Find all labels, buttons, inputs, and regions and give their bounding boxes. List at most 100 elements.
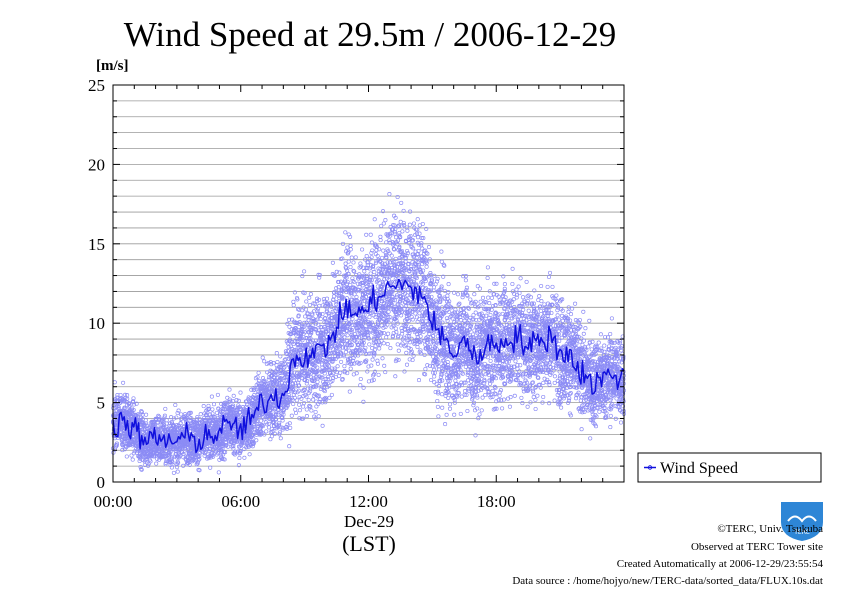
data-point	[282, 365, 287, 370]
data-point	[205, 443, 210, 448]
data-point	[415, 344, 420, 350]
data-point	[144, 412, 149, 417]
data-point	[446, 282, 451, 287]
data-point	[348, 243, 353, 248]
data-point	[164, 456, 169, 462]
data-point	[362, 269, 367, 274]
data-point	[168, 452, 173, 457]
data-point	[442, 288, 447, 293]
data-point	[209, 394, 214, 399]
data-point	[364, 254, 369, 259]
data-point	[411, 221, 416, 226]
data-point	[211, 402, 217, 407]
data-point	[168, 458, 173, 463]
data-point	[387, 192, 392, 197]
data-point	[343, 350, 348, 355]
data-point	[272, 431, 278, 436]
data-point	[198, 412, 203, 417]
data-point	[155, 420, 160, 425]
data-point	[220, 446, 225, 451]
data-point	[302, 269, 307, 274]
data-point	[458, 411, 463, 416]
data-point	[348, 366, 353, 371]
data-point	[155, 456, 160, 461]
data-point	[368, 232, 373, 237]
data-point	[112, 380, 117, 385]
data-point	[393, 235, 399, 240]
data-point	[388, 346, 393, 351]
data-point	[137, 458, 142, 464]
data-point	[139, 409, 144, 414]
data-point	[123, 392, 128, 397]
data-point	[316, 393, 321, 398]
data-point	[127, 400, 132, 406]
data-point	[194, 462, 199, 467]
data-point	[439, 249, 444, 254]
data-point	[161, 420, 166, 425]
data-point	[415, 235, 421, 240]
data-point	[161, 453, 166, 458]
data-point	[379, 323, 384, 328]
data-point	[304, 414, 309, 419]
data-point	[196, 458, 201, 463]
data-point	[348, 265, 353, 270]
data-point	[157, 414, 162, 419]
data-point	[347, 389, 352, 394]
data-point	[393, 256, 398, 261]
data-point	[179, 412, 184, 417]
data-point	[432, 374, 437, 379]
data-point	[368, 271, 373, 276]
data-point	[320, 423, 325, 428]
data-point	[210, 453, 215, 458]
data-point	[304, 407, 309, 412]
data-point	[339, 359, 344, 364]
data-point	[236, 398, 241, 403]
data-point	[389, 253, 394, 258]
data-point	[237, 455, 242, 461]
data-point	[173, 402, 178, 408]
data-point	[343, 261, 348, 266]
data-point	[423, 366, 428, 372]
data-point	[444, 412, 449, 417]
data-point	[307, 295, 312, 300]
data-point	[442, 263, 447, 268]
data-point	[315, 379, 320, 384]
data-point	[223, 450, 228, 455]
data-point	[455, 292, 460, 297]
data-point	[185, 455, 190, 461]
data-point	[214, 410, 219, 415]
data-point	[447, 406, 453, 411]
data-point	[130, 457, 135, 462]
data-point	[367, 315, 372, 320]
data-point	[372, 347, 378, 352]
data-point	[187, 462, 192, 468]
data-point	[360, 247, 365, 252]
data-point	[429, 377, 434, 383]
data-point	[131, 407, 136, 413]
data-point	[378, 234, 383, 239]
data-point	[297, 402, 302, 407]
data-point	[436, 384, 442, 389]
data-point	[345, 333, 350, 338]
data-point	[384, 335, 389, 340]
data-point	[278, 436, 283, 441]
page-title: Wind Speed at 29.5m / 2006-12-29	[124, 15, 616, 54]
data-point	[197, 457, 202, 462]
data-point	[134, 401, 139, 406]
data-point	[216, 423, 221, 428]
data-point	[308, 292, 313, 297]
data-point	[411, 353, 416, 358]
data-point	[405, 228, 410, 233]
data-point	[254, 438, 259, 443]
data-point	[335, 364, 340, 369]
data-point	[178, 453, 183, 458]
data-point	[221, 452, 226, 457]
data-point	[197, 468, 202, 473]
data-point	[197, 416, 202, 422]
data-point	[189, 416, 194, 421]
data-point	[222, 407, 227, 412]
data-point	[342, 335, 347, 340]
data-point	[378, 238, 383, 243]
data-point	[436, 414, 441, 419]
